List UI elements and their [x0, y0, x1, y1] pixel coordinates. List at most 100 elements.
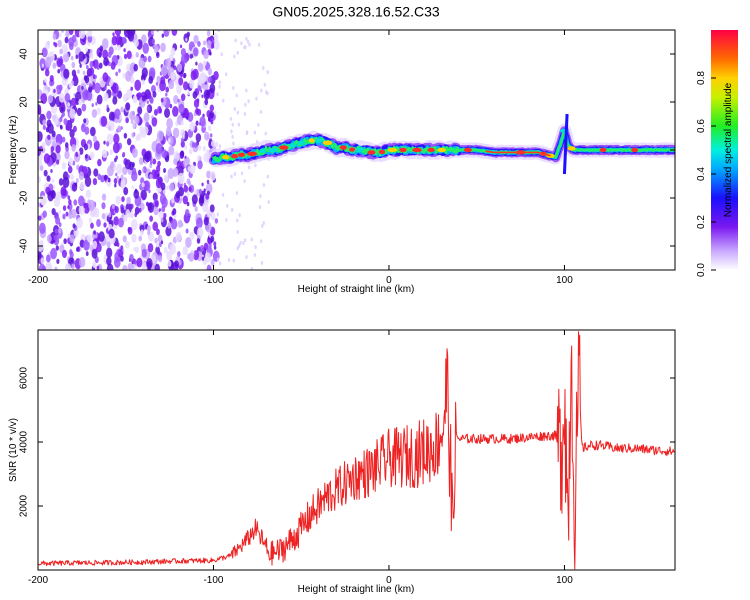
noise-cell [189, 121, 196, 132]
noise-cell [58, 210, 61, 215]
noise-cell [137, 106, 143, 115]
noise-cell [163, 30, 170, 38]
noise-cell [235, 191, 239, 196]
noise-cell [58, 93, 65, 103]
ridge-peak [308, 138, 315, 143]
noise-cell [57, 39, 62, 48]
noise-cell [146, 100, 149, 105]
noise-cell [233, 106, 237, 111]
noise-cell [100, 174, 105, 183]
noise-cell [156, 228, 160, 236]
noise-cell [169, 182, 175, 192]
noise-cell [88, 217, 92, 223]
noise-cell [93, 168, 99, 177]
noise-cell [165, 226, 172, 237]
noise-cell [173, 158, 178, 166]
x-tick-label: -100 [203, 575, 223, 586]
noise-cell [131, 132, 135, 138]
noise-cell [182, 134, 185, 140]
noise-cell [75, 151, 79, 158]
noise-cell [141, 168, 145, 172]
noise-cell [193, 34, 199, 44]
noise-cell [191, 141, 196, 148]
noise-cell [40, 93, 48, 105]
noise-cell [138, 157, 144, 165]
noise-cell [89, 151, 95, 160]
noise-cell [183, 72, 187, 79]
noise-cell [227, 258, 231, 263]
spike-feature [562, 113, 569, 175]
noise-cell [139, 41, 142, 46]
noise-cell [62, 176, 70, 189]
noise-cell [168, 216, 173, 222]
noise-cell [132, 95, 138, 104]
noise-cell [45, 126, 50, 133]
noise-cell [106, 240, 111, 248]
noise-cell [98, 62, 103, 69]
noise-cell [250, 266, 254, 270]
noise-cell [178, 186, 185, 197]
noise-cell [218, 84, 221, 89]
noise-cell [46, 234, 52, 243]
noise-cell [133, 63, 138, 72]
noise-cell [254, 245, 257, 250]
noise-cell [193, 99, 200, 108]
noise-cell [185, 37, 188, 42]
noise-cell [233, 171, 237, 176]
noise-cell [147, 243, 154, 253]
ridge-peak [279, 145, 289, 150]
noise-cell [78, 171, 85, 181]
noise-cell [88, 199, 96, 211]
noise-cell [97, 173, 102, 181]
noise-cell [206, 40, 212, 49]
noise-cell [199, 72, 207, 84]
noise-cell [147, 106, 150, 111]
noise-cell [83, 118, 87, 124]
noise-cell [90, 49, 93, 54]
noise-cell [44, 78, 48, 83]
noise-cell [100, 115, 108, 127]
y-tick-label: 20 [19, 96, 30, 108]
noise-cell [63, 68, 70, 79]
noise-cell [169, 243, 176, 255]
noise-cell [51, 130, 56, 138]
x-tick-label: -200 [28, 575, 48, 586]
noise-cell [137, 169, 142, 176]
noise-cell [218, 144, 222, 149]
noise-cell [67, 205, 70, 210]
noise-cell [126, 196, 131, 205]
noise-cell [153, 44, 157, 50]
noise-cell [175, 231, 182, 242]
noise-cell [43, 169, 48, 177]
noise-cell [217, 30, 221, 33]
noise-cell [156, 51, 159, 57]
noise-cell [111, 204, 115, 210]
noise-cell [83, 202, 87, 209]
noise-cell [264, 131, 267, 136]
ridge-peak [567, 146, 576, 151]
noise-cell [123, 53, 128, 60]
bottom-x-axis-label: Height of straight line (km) [298, 584, 415, 595]
chart-title: GN05.2025.328.16.52.C33 [272, 4, 440, 20]
noise-cell [245, 88, 248, 93]
noise-cell [116, 242, 120, 247]
noise-cell [114, 30, 122, 36]
noise-cell [142, 42, 150, 54]
noise-cell [185, 228, 189, 234]
noise-cell [139, 119, 143, 124]
noise-cell [151, 117, 158, 127]
noise-cell [210, 235, 215, 243]
bottom-y-ticks: 2000 4000 6000 [19, 366, 675, 517]
ridge-peak [288, 143, 296, 148]
noise-cell [69, 108, 76, 119]
noise-cell [197, 40, 201, 47]
noise-cell [213, 241, 217, 247]
noise-cell [82, 70, 86, 75]
noise-cell [167, 260, 172, 267]
noise-cell [59, 48, 63, 55]
noise-cell [182, 81, 189, 91]
noise-cell [122, 264, 128, 270]
noise-cell [133, 189, 140, 199]
noise-cell [210, 139, 216, 147]
noise-cell [76, 107, 82, 117]
